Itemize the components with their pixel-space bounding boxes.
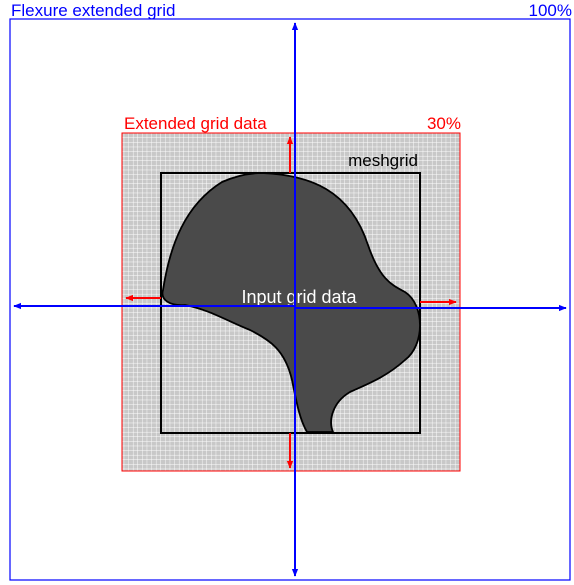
input-grid-blob	[161, 172, 421, 433]
flexure-extended-grid-percent: 100%	[529, 1, 572, 20]
input-grid-label: Input grid data	[241, 287, 357, 307]
meshgrid-label: meshgrid	[348, 151, 418, 170]
extended-grid-percent: 30%	[427, 114, 461, 133]
flexure-extended-grid-title: Flexure extended grid	[11, 1, 175, 20]
extended-grid-title: Extended grid data	[124, 114, 267, 133]
